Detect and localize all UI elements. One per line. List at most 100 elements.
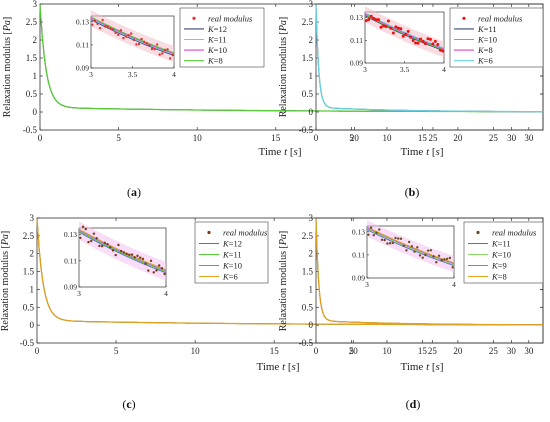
inset-point <box>391 31 395 35</box>
inset-point <box>148 43 151 47</box>
inset-line-K6 <box>78 228 167 271</box>
inset-point <box>419 37 423 41</box>
y-tick-label: 2.5 <box>302 17 314 27</box>
y-tick-label: -0.5 <box>299 338 314 348</box>
inset-x-tick-label: 4 <box>164 289 168 298</box>
x-tick-label: 25 <box>428 346 438 356</box>
x-tick-label: 15 <box>418 346 428 356</box>
inset-x-tick-label: 4 <box>172 70 176 79</box>
inset-point <box>407 240 411 244</box>
inset-point <box>411 38 415 42</box>
inset-point <box>137 42 141 46</box>
inset: 3 3.5 4 0.09 0.11 0.13 <box>76 10 176 79</box>
legend-label: K=11 <box>477 24 497 34</box>
inset-y-tick-label: 0.13 <box>76 17 89 26</box>
inset-point <box>84 227 88 231</box>
inset-point <box>402 244 405 247</box>
x-tick-label: 15 <box>418 133 428 143</box>
x-tick-label: 10 <box>382 346 392 356</box>
legend-label: K=10 <box>222 261 242 271</box>
inset-line-K10 <box>78 229 167 272</box>
legend-label: K=11 <box>491 239 511 249</box>
legend-label: real modulus <box>208 13 253 23</box>
x-tick-label: 20 <box>453 346 463 356</box>
y-axis-label: Relaxation modulus [Pa] <box>278 231 289 332</box>
y-tick-label: 0 <box>309 320 314 330</box>
inset-point <box>79 236 82 240</box>
inset-point <box>119 249 123 253</box>
legend-label: K=12 <box>207 24 227 34</box>
inset-point <box>90 239 93 243</box>
inset-point <box>127 34 130 37</box>
inset-point <box>81 225 85 228</box>
inset-point <box>166 48 169 51</box>
inset-x-tick-label: 4 <box>442 65 446 74</box>
inset-point <box>406 29 410 33</box>
inset-point <box>136 254 139 258</box>
inset-point <box>130 32 133 35</box>
inset-point <box>413 250 416 253</box>
inset-x-tick-label: 3 <box>89 70 93 79</box>
legend-label: K=9 <box>491 261 507 271</box>
x-tick-label: 5 <box>114 346 119 356</box>
inset-point <box>389 26 393 30</box>
inset-point <box>130 253 134 256</box>
x-tick-label: 30 <box>507 133 517 143</box>
inset-point <box>104 25 107 28</box>
inset-point <box>438 48 442 52</box>
inset-line-K9 <box>366 227 455 265</box>
inset-point <box>132 38 135 42</box>
inset-line-K12 <box>78 231 167 274</box>
y-tick-label: 2 <box>30 249 35 259</box>
inset-point <box>161 52 164 55</box>
inset-point <box>106 25 110 28</box>
inset-point <box>124 35 128 38</box>
inset-point <box>436 43 440 47</box>
legend-label: K=11 <box>222 250 242 260</box>
inset-point <box>426 249 430 252</box>
x-tick-label: 0 <box>38 133 43 143</box>
y-tick-label: 1 <box>309 71 314 81</box>
inset-point <box>367 233 370 236</box>
inset-y-tick-label: 0.09 <box>350 59 363 68</box>
y-tick-label: 1 <box>33 71 38 81</box>
inset-point <box>375 231 378 234</box>
inset-point <box>155 43 159 46</box>
x-tick-label: 20 <box>349 346 359 356</box>
inset-point <box>386 19 390 23</box>
y-tick-label: -0.5 <box>299 125 314 135</box>
panel-label: (d) <box>406 397 421 411</box>
inset-point <box>383 238 386 242</box>
inset-point <box>432 255 435 258</box>
inset-point <box>404 32 408 36</box>
inset-point <box>448 256 452 260</box>
inset-point <box>163 48 167 52</box>
y-tick-label: 3 <box>33 0 38 9</box>
y-tick-label: 2.5 <box>26 17 38 27</box>
legend-label: real modulus <box>223 228 268 238</box>
inset-point <box>443 258 446 261</box>
inset-point <box>424 253 427 257</box>
inset-point <box>369 14 373 18</box>
inset-point <box>135 43 138 46</box>
inset-point <box>128 253 131 256</box>
x-tick-label: 10 <box>191 346 201 356</box>
y-tick-label: 0 <box>309 107 314 117</box>
inset-point <box>378 228 381 231</box>
inset-point <box>158 264 161 267</box>
inset-point <box>421 256 424 259</box>
inset-x-tick-label: 3 <box>365 280 369 289</box>
inset-point <box>401 34 405 38</box>
inset-point <box>369 226 373 229</box>
inset-point <box>441 49 445 53</box>
legend-label: K=8 <box>491 272 507 282</box>
inset-point <box>155 269 158 272</box>
x-tick-label: 20 <box>453 133 463 143</box>
inset-point <box>122 36 125 40</box>
inset-point <box>416 246 419 249</box>
y-tick-label: 3 <box>309 0 314 9</box>
inset-x-tick-label: 3.5 <box>128 70 138 79</box>
inset-point <box>372 16 376 20</box>
